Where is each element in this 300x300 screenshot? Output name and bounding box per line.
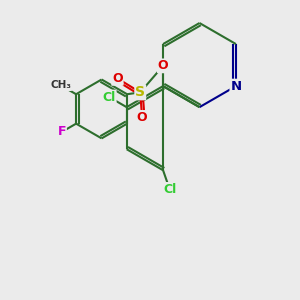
Text: N: N (230, 80, 242, 93)
Text: Cl: Cl (103, 91, 116, 103)
Text: O: O (158, 59, 168, 72)
Text: O: O (112, 72, 123, 85)
Text: F: F (58, 125, 66, 138)
Text: S: S (135, 85, 145, 99)
Text: Cl: Cl (163, 183, 176, 196)
Text: O: O (137, 111, 147, 124)
Text: CH₃: CH₃ (50, 80, 71, 90)
